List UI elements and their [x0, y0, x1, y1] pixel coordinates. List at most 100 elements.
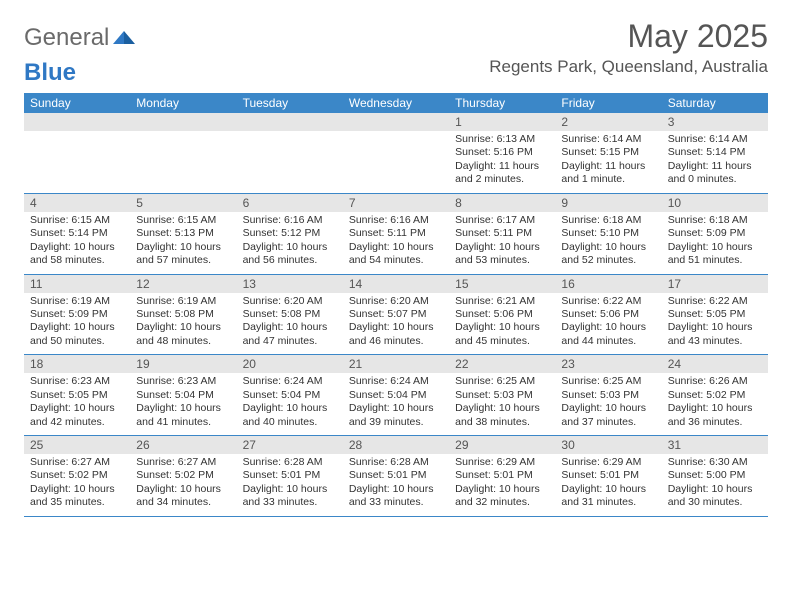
- dow-sat: Saturday: [662, 93, 768, 113]
- day-cell: Sunrise: 6:16 AMSunset: 5:11 PMDaylight:…: [343, 212, 449, 274]
- body-band: Sunrise: 6:15 AMSunset: 5:14 PMDaylight:…: [24, 212, 768, 275]
- day-number: 13: [237, 275, 343, 293]
- sunset: Sunset: 5:01 PM: [349, 469, 443, 482]
- sunset: Sunset: 5:11 PM: [455, 227, 549, 240]
- sunset: Sunset: 5:14 PM: [30, 227, 124, 240]
- daylight: Daylight: 10 hours and 38 minutes.: [455, 402, 549, 429]
- daynum-band: 25262728293031: [24, 436, 768, 454]
- sunrise: Sunrise: 6:20 AM: [349, 295, 443, 308]
- day-cell: Sunrise: 6:14 AMSunset: 5:15 PMDaylight:…: [555, 131, 661, 193]
- body-band: Sunrise: 6:13 AMSunset: 5:16 PMDaylight:…: [24, 131, 768, 194]
- sunrise: Sunrise: 6:15 AM: [136, 214, 230, 227]
- daylight: Daylight: 11 hours and 0 minutes.: [668, 160, 762, 187]
- daylight: Daylight: 10 hours and 56 minutes.: [243, 241, 337, 268]
- day-number: [24, 113, 130, 131]
- daylight: Daylight: 11 hours and 1 minute.: [561, 160, 655, 187]
- day-cell: Sunrise: 6:26 AMSunset: 5:02 PMDaylight:…: [662, 373, 768, 435]
- day-cell: [130, 131, 236, 193]
- sunrise: Sunrise: 6:14 AM: [668, 133, 762, 146]
- sunrise: Sunrise: 6:30 AM: [668, 456, 762, 469]
- sunrise: Sunrise: 6:13 AM: [455, 133, 549, 146]
- day-number: 1: [449, 113, 555, 131]
- day-number: 20: [237, 355, 343, 373]
- day-cell: Sunrise: 6:20 AMSunset: 5:07 PMDaylight:…: [343, 293, 449, 355]
- dow-tue: Tuesday: [237, 93, 343, 113]
- daynum-band: 45678910: [24, 194, 768, 212]
- day-cell: Sunrise: 6:18 AMSunset: 5:10 PMDaylight:…: [555, 212, 661, 274]
- daylight: Daylight: 10 hours and 44 minutes.: [561, 321, 655, 348]
- day-cell: Sunrise: 6:27 AMSunset: 5:02 PMDaylight:…: [24, 454, 130, 516]
- sunrise: Sunrise: 6:15 AM: [30, 214, 124, 227]
- daylight: Daylight: 10 hours and 37 minutes.: [561, 402, 655, 429]
- day-number: [130, 113, 236, 131]
- day-number: 16: [555, 275, 661, 293]
- day-cell: Sunrise: 6:29 AMSunset: 5:01 PMDaylight:…: [555, 454, 661, 516]
- daylight: Daylight: 10 hours and 33 minutes.: [349, 483, 443, 510]
- sunrise: Sunrise: 6:27 AM: [136, 456, 230, 469]
- day-number: 26: [130, 436, 236, 454]
- sunrise: Sunrise: 6:19 AM: [30, 295, 124, 308]
- sunrise: Sunrise: 6:21 AM: [455, 295, 549, 308]
- sunset: Sunset: 5:04 PM: [349, 389, 443, 402]
- sunrise: Sunrise: 6:25 AM: [561, 375, 655, 388]
- day-number: 30: [555, 436, 661, 454]
- day-number: 29: [449, 436, 555, 454]
- daylight: Daylight: 10 hours and 34 minutes.: [136, 483, 230, 510]
- sunset: Sunset: 5:07 PM: [349, 308, 443, 321]
- day-cell: Sunrise: 6:28 AMSunset: 5:01 PMDaylight:…: [237, 454, 343, 516]
- weeks-container: 123Sunrise: 6:13 AMSunset: 5:16 PMDaylig…: [24, 113, 768, 517]
- day-number: [237, 113, 343, 131]
- sunset: Sunset: 5:13 PM: [136, 227, 230, 240]
- sunset: Sunset: 5:05 PM: [30, 389, 124, 402]
- daylight: Daylight: 10 hours and 53 minutes.: [455, 241, 549, 268]
- daylight: Daylight: 10 hours and 32 minutes.: [455, 483, 549, 510]
- day-cell: [237, 131, 343, 193]
- sunset: Sunset: 5:00 PM: [668, 469, 762, 482]
- day-number: 31: [662, 436, 768, 454]
- sunset: Sunset: 5:14 PM: [668, 146, 762, 159]
- day-number: 27: [237, 436, 343, 454]
- day-cell: Sunrise: 6:22 AMSunset: 5:05 PMDaylight:…: [662, 293, 768, 355]
- logo: General: [24, 24, 135, 52]
- day-number: 9: [555, 194, 661, 212]
- sunset: Sunset: 5:02 PM: [668, 389, 762, 402]
- daynum-band: 123: [24, 113, 768, 131]
- body-band: Sunrise: 6:23 AMSunset: 5:05 PM Daylight:…: [24, 373, 768, 436]
- day-number: 10: [662, 194, 768, 212]
- sunset: Sunset: 5:11 PM: [349, 227, 443, 240]
- sunrise: Sunrise: 6:23 AM: [30, 375, 124, 388]
- sunset: Sunset: 5:06 PM: [561, 308, 655, 321]
- day-number: 24: [662, 355, 768, 373]
- daynum-band: 11121314151617: [24, 275, 768, 293]
- sunrise: Sunrise: 6:29 AM: [561, 456, 655, 469]
- day-cell: Sunrise: 6:30 AMSunset: 5:00 PMDaylight:…: [662, 454, 768, 516]
- day-number: 18: [24, 355, 130, 373]
- daylight: Daylight: 10 hours and 31 minutes.: [561, 483, 655, 510]
- sunset: Sunset: 5:08 PM: [243, 308, 337, 321]
- sunset: Sunset: 5:12 PM: [243, 227, 337, 240]
- day-cell: Sunrise: 6:25 AMSunset: 5:03 PMDaylight:…: [555, 373, 661, 435]
- dow-thu: Thursday: [449, 93, 555, 113]
- daylight: Daylight: 10 hours and 51 minutes.: [668, 241, 762, 268]
- daylight: Daylight: 10 hours and 45 minutes.: [455, 321, 549, 348]
- daylight: Daylight: 10 hours and 36 minutes.: [668, 402, 762, 429]
- sunset: Sunset: 5:08 PM: [136, 308, 230, 321]
- day-cell: Sunrise: 6:18 AMSunset: 5:09 PMDaylight:…: [662, 212, 768, 274]
- sunrise: Sunrise: 6:17 AM: [455, 214, 549, 227]
- body-band: Sunrise: 6:27 AMSunset: 5:02 PMDaylight:…: [24, 454, 768, 517]
- calendar-grid: Sunday Monday Tuesday Wednesday Thursday…: [24, 93, 768, 517]
- sunrise: Sunrise: 6:29 AM: [455, 456, 549, 469]
- title-block: May 2025 Regents Park, Queensland, Austr…: [489, 18, 768, 77]
- daylight: Daylight: 10 hours and 47 minutes.: [243, 321, 337, 348]
- month-title: May 2025: [489, 18, 768, 55]
- sunset: Sunset: 5:01 PM: [243, 469, 337, 482]
- sunrise: Sunrise: 6:27 AM: [30, 456, 124, 469]
- day-number: 21: [343, 355, 449, 373]
- sunrise: Sunrise: 6:16 AM: [243, 214, 337, 227]
- day-cell: Sunrise: 6:13 AMSunset: 5:16 PMDaylight:…: [449, 131, 555, 193]
- day-cell: Sunrise: 6:29 AMSunset: 5:01 PMDaylight:…: [449, 454, 555, 516]
- logo-text-1: General: [24, 24, 109, 52]
- sunrise: Sunrise: 6:24 AM: [243, 375, 337, 388]
- day-number: 6: [237, 194, 343, 212]
- day-number: 7: [343, 194, 449, 212]
